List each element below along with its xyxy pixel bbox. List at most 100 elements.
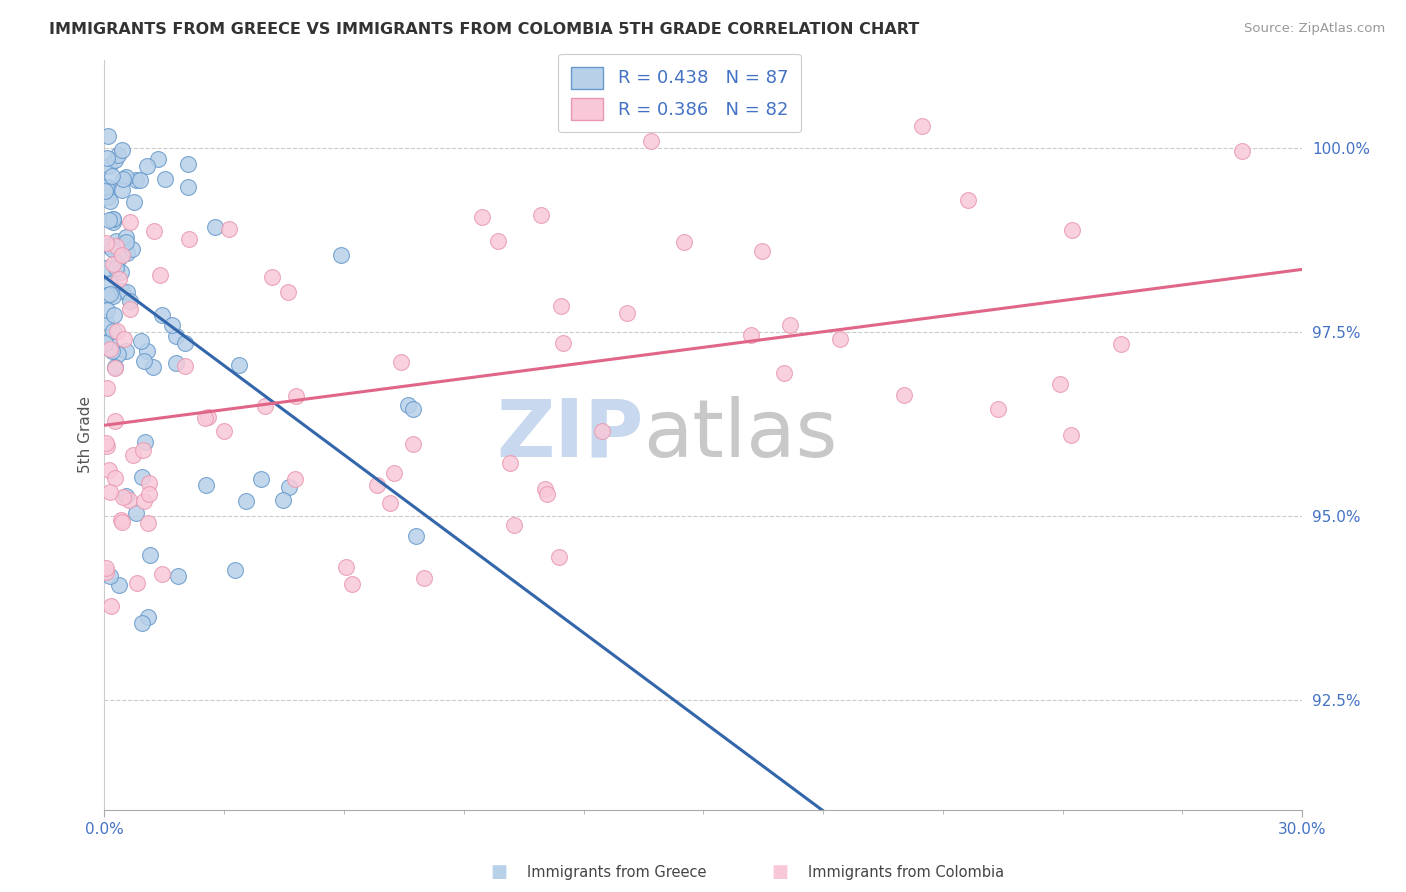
Point	[150, 308, 173, 322]
Point	[166, 569, 188, 583]
Point	[132, 443, 155, 458]
Point	[101, 211, 124, 226]
Point	[118, 215, 141, 229]
Point	[893, 388, 915, 402]
Point	[104, 234, 127, 248]
Y-axis label: 5th Grade: 5th Grade	[79, 396, 93, 474]
Point	[100, 599, 122, 613]
Point	[366, 477, 388, 491]
Point	[672, 235, 695, 249]
Point	[340, 576, 363, 591]
Point	[104, 471, 127, 485]
Point	[591, 424, 613, 438]
Point	[104, 153, 127, 167]
Point	[165, 356, 187, 370]
Point	[108, 251, 131, 265]
Point	[1060, 222, 1083, 236]
Point	[235, 494, 257, 508]
Point	[534, 482, 557, 496]
Point	[177, 156, 200, 170]
Point	[142, 360, 165, 375]
Point	[751, 244, 773, 258]
Point	[111, 284, 134, 298]
Point	[108, 272, 131, 286]
Text: Immigrants from Greece: Immigrants from Greece	[527, 865, 707, 880]
Point	[94, 180, 117, 194]
Point	[112, 171, 135, 186]
Point	[107, 578, 129, 592]
Point	[112, 490, 135, 504]
Point	[101, 242, 124, 256]
Point	[486, 234, 509, 248]
Point	[112, 332, 135, 346]
Point	[96, 303, 118, 318]
Point	[94, 261, 117, 276]
Point	[115, 245, 138, 260]
Point	[911, 119, 934, 133]
Point	[98, 484, 121, 499]
Point	[94, 315, 117, 329]
Point	[103, 324, 125, 338]
Point	[155, 171, 177, 186]
Point	[548, 550, 571, 565]
Point	[96, 560, 118, 574]
Point	[94, 190, 117, 204]
Point	[101, 288, 124, 302]
Point	[136, 516, 159, 530]
Point	[131, 469, 153, 483]
Point	[138, 476, 160, 491]
Point	[98, 334, 121, 349]
Point	[125, 173, 148, 187]
Point	[396, 398, 419, 412]
Point	[177, 232, 200, 246]
Point	[94, 565, 117, 579]
Point	[142, 224, 165, 238]
Point	[262, 270, 284, 285]
Point	[284, 472, 307, 486]
Point	[104, 360, 127, 375]
Point	[103, 360, 125, 375]
Point	[104, 239, 127, 253]
Point	[194, 411, 217, 425]
Point	[125, 506, 148, 520]
Point	[96, 151, 118, 165]
Point	[129, 334, 152, 348]
Text: Immigrants from Colombia: Immigrants from Colombia	[808, 865, 1004, 880]
Point	[97, 190, 120, 204]
Point	[98, 463, 121, 477]
Point	[115, 344, 138, 359]
Point	[132, 354, 155, 368]
Text: Source: ZipAtlas.com: Source: ZipAtlas.com	[1244, 22, 1385, 36]
Point	[218, 222, 240, 236]
Point	[98, 194, 121, 208]
Point	[149, 268, 172, 283]
Point	[121, 449, 143, 463]
Point	[94, 435, 117, 450]
Point	[104, 414, 127, 428]
Point	[1060, 428, 1083, 442]
Point	[616, 306, 638, 320]
Point	[115, 235, 138, 249]
Point	[253, 399, 276, 413]
Text: IMMIGRANTS FROM GREECE VS IMMIGRANTS FROM COLOMBIA 5TH GRADE CORRELATION CHART: IMMIGRANTS FROM GREECE VS IMMIGRANTS FRO…	[49, 22, 920, 37]
Point	[553, 336, 575, 351]
Point	[389, 355, 412, 369]
Point	[94, 335, 117, 350]
Point	[530, 208, 553, 222]
Point	[413, 571, 436, 585]
Point	[503, 517, 526, 532]
Point	[471, 210, 494, 224]
Point	[121, 242, 143, 256]
Point	[134, 494, 156, 508]
Legend: R = 0.438   N = 87, R = 0.386   N = 82: R = 0.438 N = 87, R = 0.386 N = 82	[558, 54, 800, 132]
Point	[131, 615, 153, 630]
Point	[118, 492, 141, 507]
Point	[173, 359, 195, 373]
Point	[115, 489, 138, 503]
Point	[115, 229, 138, 244]
Point	[105, 324, 128, 338]
Point	[150, 566, 173, 581]
Point	[110, 513, 132, 527]
Point	[197, 409, 219, 424]
Point	[107, 347, 129, 361]
